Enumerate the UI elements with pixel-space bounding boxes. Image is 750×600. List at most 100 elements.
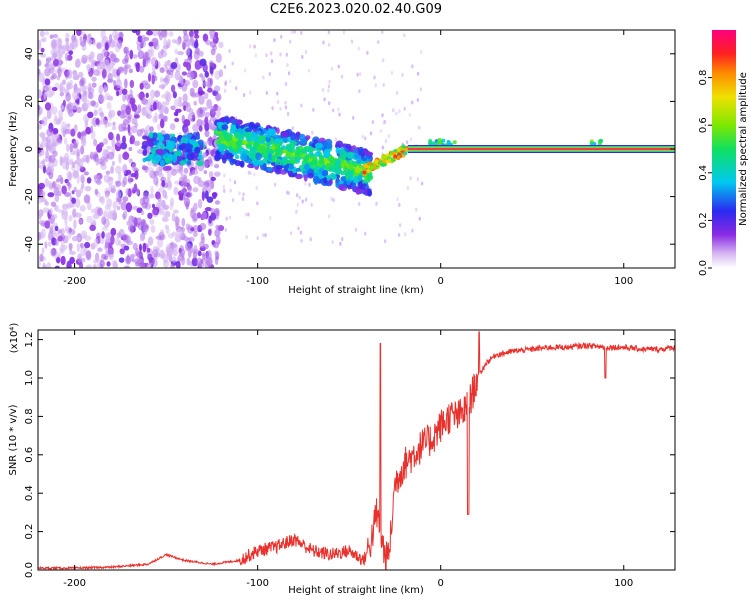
spectrogram-cell xyxy=(276,100,280,105)
spectrogram-cell xyxy=(47,192,55,198)
spectrogram-cell xyxy=(73,142,78,149)
spectrogram-cell xyxy=(310,202,313,207)
spectrogram-cell xyxy=(90,59,95,69)
spectrogram-cell xyxy=(98,94,106,104)
spectrogram-cell xyxy=(392,151,397,156)
spectrogram-cell xyxy=(50,91,55,96)
spectrogram-cell xyxy=(346,151,354,159)
spectrogram-cell xyxy=(122,135,126,145)
spectrogram-cell xyxy=(128,68,133,74)
spectrogram-cell xyxy=(310,155,318,160)
spectrogram-cell xyxy=(176,36,182,46)
spectrogram-cell xyxy=(369,131,373,136)
spectrogram-cell xyxy=(64,225,70,232)
spectrogram-cell xyxy=(73,124,78,133)
spectrogram-cell xyxy=(112,121,116,126)
spectrogram-cell xyxy=(147,49,153,58)
spectrogram-cell xyxy=(101,68,107,79)
spectrogram-cell xyxy=(168,74,175,79)
spectrogram-cell xyxy=(188,71,195,81)
spectrogram-cell xyxy=(290,30,294,35)
spectrogram-cell xyxy=(88,82,92,93)
spectrogram-cell xyxy=(357,46,360,51)
spectrogram-cell xyxy=(77,253,83,264)
spectrogram-cell xyxy=(120,142,128,150)
spectrogram-cell xyxy=(291,126,294,131)
spectrogram-cell xyxy=(68,50,74,56)
snr-y-ticks: 0.0 0.2 0.4 0.6 0.8 1.0 1.2 xyxy=(24,332,675,578)
spectrogram-cell xyxy=(185,102,191,113)
spectrogram-cell xyxy=(86,34,90,45)
spectrogram-cell xyxy=(180,188,188,194)
spectrogram-cell xyxy=(44,220,51,229)
spectrogram-cell xyxy=(132,54,138,59)
spectrogram-cell xyxy=(38,259,41,268)
spectrogram-cell xyxy=(214,32,219,37)
spectrogram-cell xyxy=(299,138,308,145)
spectrogram-cell xyxy=(93,238,99,248)
spectrogram-cell xyxy=(111,125,117,131)
spectrogram-cell xyxy=(335,147,341,154)
spectrogram-cell xyxy=(339,241,342,246)
spectrogram-cell xyxy=(236,119,243,125)
spectrogram-cell xyxy=(204,70,209,78)
spectrogram-cell xyxy=(253,172,256,177)
spectrogram-cell xyxy=(204,207,212,212)
spectrogram-cell xyxy=(52,127,59,135)
spectrogram-cell xyxy=(354,227,358,232)
spectrogram-cell xyxy=(216,95,222,101)
spectrogram-cell xyxy=(158,135,165,142)
spectrogram-cell xyxy=(381,113,384,118)
spectrogram-cell xyxy=(409,176,412,181)
spectrogram-cell xyxy=(157,30,161,37)
spectrogram-cell xyxy=(60,255,66,266)
spectrogram-cell xyxy=(337,107,340,112)
spectrogram-cell xyxy=(135,247,139,257)
spectrogram-cell xyxy=(54,265,60,268)
spectrogram-cell xyxy=(215,224,220,230)
spectrogram-cell xyxy=(197,180,205,188)
spectrogram-cell xyxy=(170,84,176,93)
spectrogram-cell xyxy=(159,159,165,167)
spectrogram-cell xyxy=(219,144,226,152)
spectrogram-cell xyxy=(357,181,363,189)
spectrogram-cell xyxy=(330,157,337,165)
snr-y-axis-label: SNR (10 * v/v) xyxy=(8,404,19,475)
spectrogram-cell xyxy=(140,128,146,133)
spectrogram-cell xyxy=(327,214,331,219)
spectrogram-cell xyxy=(64,128,72,135)
spectrogram-cell xyxy=(385,153,390,158)
spectrogram-cell xyxy=(48,154,56,164)
spectrogram-cell xyxy=(104,42,109,51)
spectrogram-cell xyxy=(165,157,171,163)
spectrogram-cell xyxy=(367,174,374,181)
spectrogram-cell xyxy=(366,168,371,173)
spectrogram-cell xyxy=(164,210,171,218)
spectrogram-cell xyxy=(283,136,288,143)
spectrogram-cell xyxy=(150,225,156,233)
spectrogram-cell xyxy=(110,227,117,236)
spectrogram-cell xyxy=(74,60,80,69)
spectrogram-cell xyxy=(192,123,200,133)
spectrogram-cell xyxy=(69,79,73,85)
spectrogram-cell xyxy=(327,42,331,47)
spectrogram-cell xyxy=(352,161,358,168)
spectrogram-cell xyxy=(141,106,147,117)
spectrogram-cell xyxy=(242,192,245,197)
spectrogram-cell xyxy=(90,125,94,133)
spectrogram-cell xyxy=(39,30,45,38)
spectrogram-cell xyxy=(327,101,331,106)
spectrogram-cell xyxy=(130,253,136,258)
spectrogram-cell xyxy=(103,85,107,94)
spectrogram-cell xyxy=(133,114,140,119)
spectrogram-cell xyxy=(62,208,68,217)
spectrogram-cell xyxy=(128,215,134,225)
spectrogram-cell xyxy=(158,113,164,120)
spectrogram-cell xyxy=(225,117,231,124)
spectrogram-cell xyxy=(330,66,334,71)
spectrogram-cell xyxy=(364,164,369,169)
spectrogram-cell xyxy=(198,95,205,105)
spectrogram-cell xyxy=(50,224,54,230)
